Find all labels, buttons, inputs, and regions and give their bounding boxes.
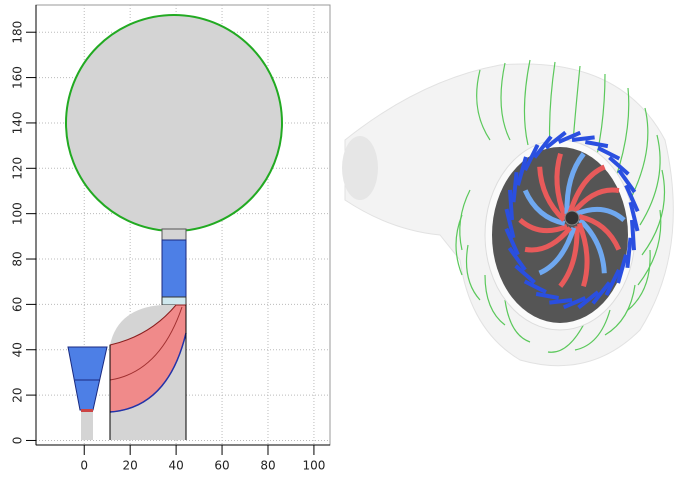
diffuser-vane — [549, 300, 572, 303]
x-tick-label: 20 — [123, 459, 138, 473]
y-tick-label: 180 — [11, 21, 25, 44]
diffuser-vane — [510, 190, 512, 220]
outlet-pipe — [342, 136, 378, 200]
volute-section — [66, 15, 282, 231]
inlet-duct — [81, 410, 93, 440]
x-tick-label: 60 — [214, 459, 229, 473]
y-tick-label: 60 — [11, 297, 25, 312]
cad-viewport: 0 20 40 60 80 100 0 20 40 60 80 100 120 140 160 180 — [0, 0, 677, 478]
y-tick-label: 20 — [11, 387, 25, 402]
y-tick-label: 100 — [11, 202, 25, 225]
y-tick-label: 0 — [11, 437, 25, 445]
diffuser-vane — [572, 137, 595, 140]
vaneless-gap — [162, 297, 186, 305]
x-tick-label: 80 — [260, 459, 275, 473]
x-tick-label: 0 — [80, 459, 88, 473]
y-tick-label: 140 — [11, 111, 25, 134]
y-tick-label: 40 — [11, 342, 25, 357]
hub-nut — [565, 211, 579, 225]
diffuser — [162, 240, 186, 297]
meridional-view: 0 20 40 60 80 100 0 20 40 60 80 100 120 140 160 180 — [11, 5, 331, 473]
y-tick-label: 80 — [11, 251, 25, 266]
inlet-ring — [81, 409, 93, 412]
diffuser-vane — [632, 220, 634, 250]
y-tick-label: 120 — [11, 157, 25, 180]
x-tick-label: 100 — [302, 459, 325, 473]
y-tick-label: 160 — [11, 66, 25, 89]
volute-throat — [162, 229, 186, 240]
x-tick-label: 40 — [168, 459, 183, 473]
